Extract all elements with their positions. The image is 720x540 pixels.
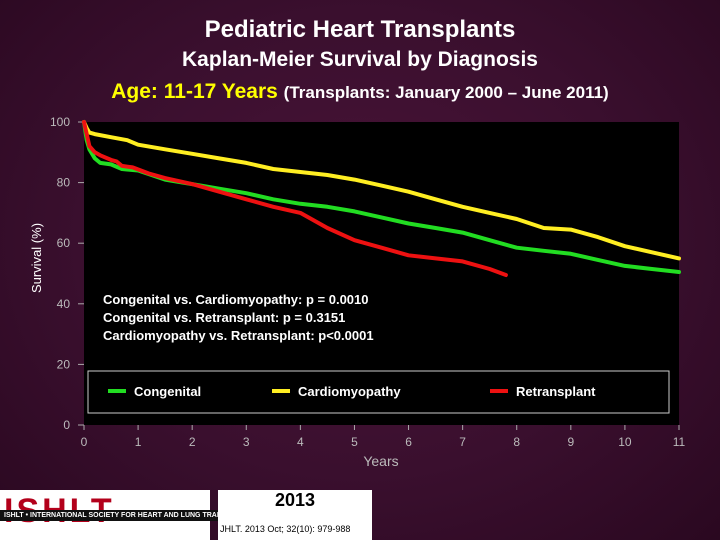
series-layer [82, 120, 681, 277]
x-axis-title: Years [363, 453, 398, 469]
annotation-layer: Congenital vs. Cardiomyopathy: p = 0.001… [103, 292, 374, 343]
x-tick-label: 6 [405, 435, 412, 449]
x-tick-label: 11 [673, 435, 686, 449]
society-name: ISHLT • INTERNATIONAL SOCIETY FOR HEART … [0, 510, 372, 521]
x-tick-label: 7 [459, 435, 466, 449]
y-axis: 0 20 40 60 80 100 Survival (%) [29, 115, 84, 432]
legend-label-congenital: Congenital [134, 384, 201, 399]
y-tick-label: 80 [57, 176, 71, 190]
p-value-annotation: Congenital vs. Retransplant: p = 0.3151 [103, 310, 345, 325]
slide-subtitle: Kaplan-Meier Survival by Diagnosis [182, 48, 538, 71]
x-tick-label: 3 [243, 435, 250, 449]
y-tick-label: 40 [57, 297, 71, 311]
age-line: Age: 11-17 Years (Transplants: January 2… [0, 80, 720, 104]
slide-title: Pediatric Heart Transplants [204, 16, 516, 43]
series-line-congenital [82, 120, 681, 274]
x-tick-label: 9 [567, 435, 574, 449]
legend-label-cardiomyopathy: Cardiomyopathy [298, 384, 401, 399]
y-tick-label: 20 [57, 357, 71, 371]
x-tick-label: 0 [81, 435, 88, 449]
y-tick-label: 100 [50, 115, 70, 129]
x-tick-label: 8 [513, 435, 520, 449]
legend: Congenital Cardiomyopathy Retransplant [87, 370, 670, 414]
age-range: Age: 11-17 Years [111, 80, 278, 103]
series-line-cardiomyopathy [82, 120, 681, 261]
x-tick-label: 2 [189, 435, 196, 449]
report-year: 2013 [274, 490, 316, 510]
p-value-annotation: Congenital vs. Cardiomyopathy: p = 0.001… [103, 292, 369, 307]
y-axis-title: Survival (%) [29, 223, 44, 293]
legend-box [87, 370, 670, 414]
y-tick-label: 60 [57, 236, 71, 250]
plot-area [84, 122, 679, 425]
y-tick-label: 0 [63, 418, 70, 432]
x-tick-label: 10 [618, 435, 632, 449]
series-line-retransplant [82, 120, 508, 277]
journal-citation: JHLT. 2013 Oct; 32(10): 979-988 [220, 524, 351, 534]
x-tick-label: 4 [297, 435, 304, 449]
x-tick-label: 1 [135, 435, 142, 449]
legend-label-retransplant: Retransplant [516, 384, 596, 399]
x-axis: 0 1 2 3 4 5 6 7 8 9 10 11 Years [81, 425, 686, 469]
x-tick-label: 5 [351, 435, 358, 449]
p-value-annotation: Cardiomyopathy vs. Retransplant: p<0.000… [103, 328, 374, 343]
transplant-period: (Transplants: January 2000 – June 2011) [283, 83, 609, 102]
citation-box: 2013 JHLT. 2013 Oct; 32(10): 979-988 [218, 490, 372, 540]
